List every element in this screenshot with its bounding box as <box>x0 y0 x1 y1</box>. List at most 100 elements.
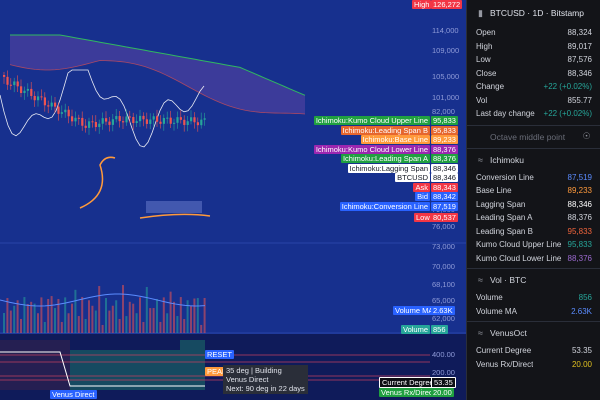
volume-bar <box>132 303 135 333</box>
volume-bar <box>94 310 97 333</box>
data-row: Kumo Cloud Upper Line 95,833 <box>467 238 600 252</box>
volume-bar <box>169 291 172 333</box>
volume-bar <box>54 308 56 333</box>
candle-body <box>40 96 43 98</box>
data-row-label: Leading Span A <box>476 213 533 223</box>
data-row: Open 88,324 <box>467 26 600 40</box>
candle-body <box>111 119 114 125</box>
data-row: Close 88,346 <box>467 67 600 81</box>
current-degree-value: 53.35 <box>431 377 456 388</box>
candle-body <box>115 116 118 120</box>
volume-bar <box>26 304 29 333</box>
venus-section-header[interactable]: ≈ VenusOct <box>467 321 600 344</box>
eye-icon[interactable]: ☉ <box>582 131 591 141</box>
volume-ma-label: Volume MA <box>393 306 436 315</box>
data-row: Base Line 89,233 <box>467 184 600 198</box>
candle-body <box>33 95 36 101</box>
candle-body <box>9 84 12 86</box>
volume-bar <box>20 318 22 333</box>
candle-body <box>179 117 182 120</box>
volume-bar <box>159 321 162 333</box>
data-row-value: 88,376 <box>567 253 592 263</box>
volume-bar <box>67 313 70 333</box>
price-tick: 109,000 <box>432 46 460 55</box>
chart-canvas[interactable] <box>0 0 466 400</box>
venus-rx-label: Venus Rx/Direct <box>379 388 437 397</box>
candle-body <box>128 116 131 118</box>
candle-body <box>162 118 165 124</box>
volume-bar <box>125 316 128 333</box>
volume-bar <box>64 297 67 333</box>
volume-bar <box>152 308 155 333</box>
drawing-line <box>139 213 211 219</box>
indicator-label-name: Ichimoku:Lagging Span <box>347 163 430 173</box>
candle-body <box>122 121 125 123</box>
volume-bar <box>196 298 199 333</box>
price-tick: 65,000 <box>432 296 455 305</box>
candle-body <box>94 122 97 128</box>
data-row-value: 20.00 <box>571 359 592 369</box>
data-row-label: Current Degree <box>476 346 532 356</box>
volume-bar <box>23 297 26 333</box>
price-tick: 73,000 <box>432 242 455 251</box>
volume-bar <box>57 298 60 333</box>
price-tick: 105,000 <box>432 72 460 81</box>
candle-body <box>64 109 67 113</box>
data-row-value: 87,576 <box>567 55 592 65</box>
indicator-label-value: 87,519 <box>431 201 458 211</box>
candle-body <box>54 102 57 107</box>
candle-body <box>60 112 63 114</box>
indicator-label-name: Ichimoku:Kumo Cloud Lower Line <box>313 144 430 154</box>
candle-body <box>71 116 74 122</box>
candle-body <box>132 117 135 123</box>
price-tick: 114,000 <box>432 26 459 35</box>
candle-body <box>193 117 196 123</box>
cycle-note-line-3: Next: 90 deg in 22 days <box>226 384 305 393</box>
candle-body <box>74 117 77 122</box>
candle-body <box>183 119 186 125</box>
volume-bar <box>135 313 138 333</box>
volume-bar <box>122 285 124 333</box>
candle-body <box>169 117 172 124</box>
candle-body <box>67 109 70 117</box>
reset-badge: RESET <box>205 350 235 359</box>
data-row: Change +22 (+0.02%) <box>467 80 600 94</box>
candle-body <box>16 81 19 87</box>
data-row-value: 88,376 <box>567 213 592 223</box>
ichimoku-title: Ichimoku <box>490 154 525 165</box>
volume-bar <box>183 319 186 333</box>
volume-bar <box>88 300 90 333</box>
volume-bar <box>105 298 107 333</box>
ohlc-list: Open 88,324 High 89,017 Low 87,576 Close 88,346… <box>467 26 600 121</box>
data-row: Conversion Line 87,519 <box>467 171 600 185</box>
ichimoku-section-header[interactable]: ≈ Ichimoku <box>467 147 600 171</box>
venus-icon: ≈ <box>478 328 483 338</box>
data-row: Current Degree 53.35 <box>467 344 600 358</box>
oscillator-zone <box>70 350 180 390</box>
volume-bar <box>200 324 203 333</box>
volume-bar <box>30 301 33 333</box>
symbol-title: BTCUSD · 1D · Bitstamp <box>490 8 584 18</box>
volume-bar <box>81 297 84 333</box>
octave-section[interactable]: Octave middle point ☉ <box>467 124 600 148</box>
volume-ma-line <box>0 293 206 307</box>
candle-body <box>149 119 152 124</box>
data-row-value: 88,324 <box>567 28 592 38</box>
data-row-label: Volume MA <box>476 306 517 316</box>
data-row-label: Leading Span B <box>476 226 533 236</box>
vol-section-header[interactable]: ≈ Vol · BTC <box>467 268 600 291</box>
candle-body <box>13 81 16 86</box>
indicator-label-name: Bid <box>415 192 430 201</box>
candle-body <box>125 116 128 123</box>
current-degree-label: Current Degree <box>379 377 437 388</box>
price-chart[interactable]: High 126,272 114,000 109,000 105,000 101,00… <box>0 0 466 400</box>
data-row-label: Conversion Line <box>476 172 534 182</box>
oscillator-line <box>0 351 205 387</box>
volume-bar <box>128 301 131 333</box>
data-row-label: Venus Rx/Direct <box>476 359 534 369</box>
volume-bar <box>13 305 16 333</box>
data-row-value: 95,833 <box>567 240 592 250</box>
candle-body <box>118 116 121 122</box>
data-window-panel: ▮ BTCUSD · 1D · Bitstamp Open 88,324 High 8… <box>466 0 600 400</box>
volume-bar <box>156 299 158 333</box>
